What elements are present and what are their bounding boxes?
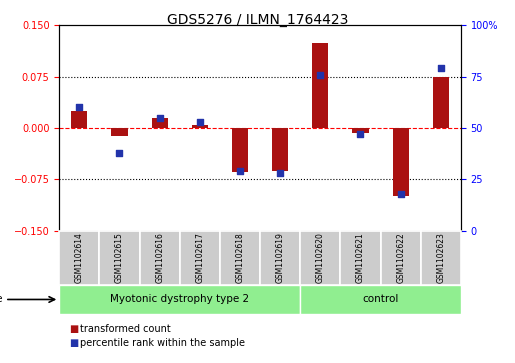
Bar	[272, 128, 288, 171]
Bar	[140, 231, 180, 285]
Point	[356, 131, 365, 137]
Bar	[111, 128, 128, 136]
Bar	[151, 118, 168, 128]
Bar	[232, 128, 248, 172]
Point	[316, 72, 324, 78]
Point	[196, 119, 204, 125]
Bar	[300, 285, 461, 314]
Point	[276, 170, 284, 176]
Bar	[59, 285, 300, 314]
Text: GSM1102621: GSM1102621	[356, 232, 365, 283]
Text: percentile rank within the sample: percentile rank within the sample	[80, 338, 245, 348]
Bar	[260, 231, 300, 285]
Point	[397, 191, 405, 196]
Point	[156, 115, 164, 121]
Text: disease state: disease state	[0, 294, 3, 305]
Bar	[381, 231, 421, 285]
Text: GSM1102619: GSM1102619	[276, 232, 285, 283]
Point	[115, 150, 124, 155]
Bar	[220, 231, 260, 285]
Bar	[192, 125, 208, 128]
Point	[437, 66, 445, 72]
Bar	[352, 128, 369, 134]
Text: control: control	[363, 294, 399, 305]
Text: GSM1102614: GSM1102614	[75, 232, 84, 283]
Bar	[312, 42, 329, 128]
Bar	[340, 231, 381, 285]
Bar	[99, 231, 140, 285]
Bar	[421, 231, 461, 285]
Text: GSM1102615: GSM1102615	[115, 232, 124, 283]
Text: GDS5276 / ILMN_1764423: GDS5276 / ILMN_1764423	[167, 13, 348, 27]
Text: Myotonic dystrophy type 2: Myotonic dystrophy type 2	[110, 294, 249, 305]
Text: GSM1102623: GSM1102623	[436, 232, 445, 283]
Point	[236, 168, 244, 174]
Bar	[59, 231, 99, 285]
Bar	[433, 77, 449, 128]
Text: GSM1102620: GSM1102620	[316, 232, 325, 283]
Point	[75, 105, 83, 110]
Text: GSM1102617: GSM1102617	[195, 232, 204, 283]
Text: GSM1102618: GSM1102618	[235, 232, 245, 283]
Bar	[300, 231, 340, 285]
Bar	[392, 128, 409, 196]
Text: ■: ■	[70, 338, 79, 348]
Bar	[180, 231, 220, 285]
Bar	[71, 111, 88, 128]
Text: ■: ■	[70, 323, 79, 334]
Text: transformed count: transformed count	[80, 323, 170, 334]
Text: GSM1102622: GSM1102622	[396, 232, 405, 283]
Text: GSM1102616: GSM1102616	[155, 232, 164, 283]
